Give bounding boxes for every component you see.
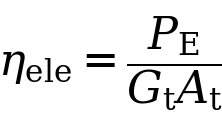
Text: $\eta_{\mathrm{ele}} = \dfrac{P_{\mathrm{E}}}{G_{\mathrm{t}}A_{\mathrm{t}}}$: $\eta_{\mathrm{ele}} = \dfrac{P_{\mathrm… [0, 14, 222, 112]
